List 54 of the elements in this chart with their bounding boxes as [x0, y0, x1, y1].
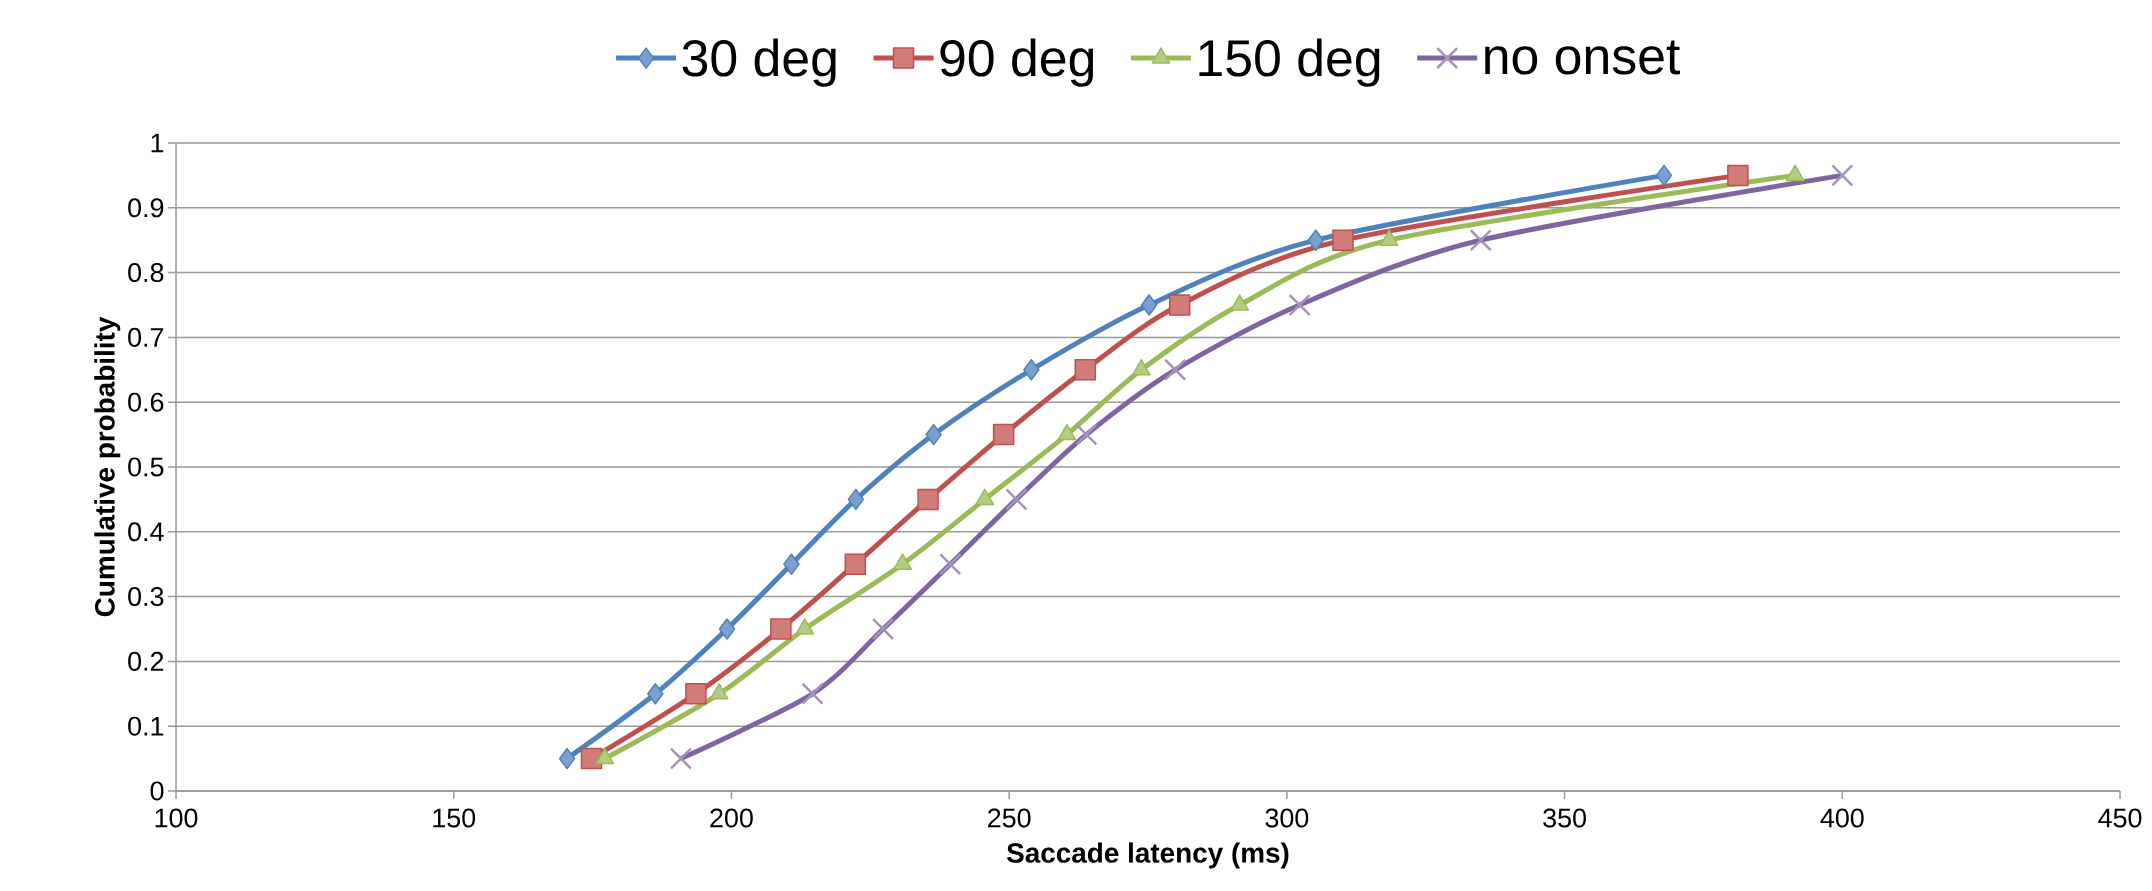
point — [1074, 359, 1097, 381]
x-tick-label: 300 — [1265, 808, 1309, 828]
x-axis-title: Saccade latency (ms) — [1006, 842, 1289, 869]
point — [847, 488, 865, 511]
point — [1469, 229, 1492, 252]
x-tick-label: 200 — [710, 808, 753, 828]
point — [925, 423, 942, 446]
point — [1727, 164, 1749, 187]
y-tick-label: 0 — [150, 781, 164, 801]
x-tick-label: 250 — [988, 808, 1031, 828]
legend-label: 90 deg — [940, 38, 1094, 87]
legend-label: 30 deg — [682, 38, 836, 87]
point — [1332, 229, 1354, 251]
legend-label: no onset — [1485, 40, 1680, 75]
point — [939, 553, 962, 576]
point — [783, 553, 800, 575]
y-tick-label: 0.4 — [128, 522, 164, 542]
point — [1307, 229, 1325, 251]
x-tick-label: 450 — [2098, 808, 2142, 828]
point — [801, 682, 824, 705]
y-tick-label: 0.8 — [128, 263, 164, 283]
point — [1005, 488, 1028, 511]
point — [718, 618, 736, 640]
point — [1168, 294, 1191, 316]
y-tick-label: 1 — [151, 133, 164, 153]
y-tick-label: 0.5 — [128, 457, 164, 477]
point — [558, 747, 576, 770]
point — [669, 747, 693, 770]
y-tick-label: 0.1 — [128, 716, 164, 736]
y-axis-title: Cumulative probability — [94, 316, 121, 617]
point — [1831, 164, 1854, 187]
point — [647, 683, 664, 705]
y-tick-label: 0.2 — [128, 651, 164, 671]
point — [871, 617, 895, 641]
x-tick-label: 400 — [1820, 808, 1864, 828]
x-tick-label: 350 — [1543, 808, 1586, 828]
point — [1655, 164, 1673, 187]
y-tick-label: 0.7 — [128, 327, 164, 347]
point — [1164, 358, 1187, 381]
x-tick-label: 150 — [433, 808, 476, 828]
point — [844, 553, 867, 575]
point — [685, 683, 707, 705]
y-tick-label: 0.6 — [128, 392, 164, 412]
legend-label: 150 deg — [1199, 38, 1380, 87]
point — [1023, 359, 1040, 381]
y-tick-label: 0.3 — [128, 587, 164, 607]
point — [770, 618, 792, 640]
point — [992, 423, 1015, 446]
y-tick-label: 0.9 — [128, 198, 164, 218]
point — [1075, 423, 1098, 446]
x-tick-label: 100 — [155, 808, 198, 828]
point — [1288, 293, 1311, 317]
point — [917, 488, 939, 511]
point — [1140, 294, 1158, 316]
